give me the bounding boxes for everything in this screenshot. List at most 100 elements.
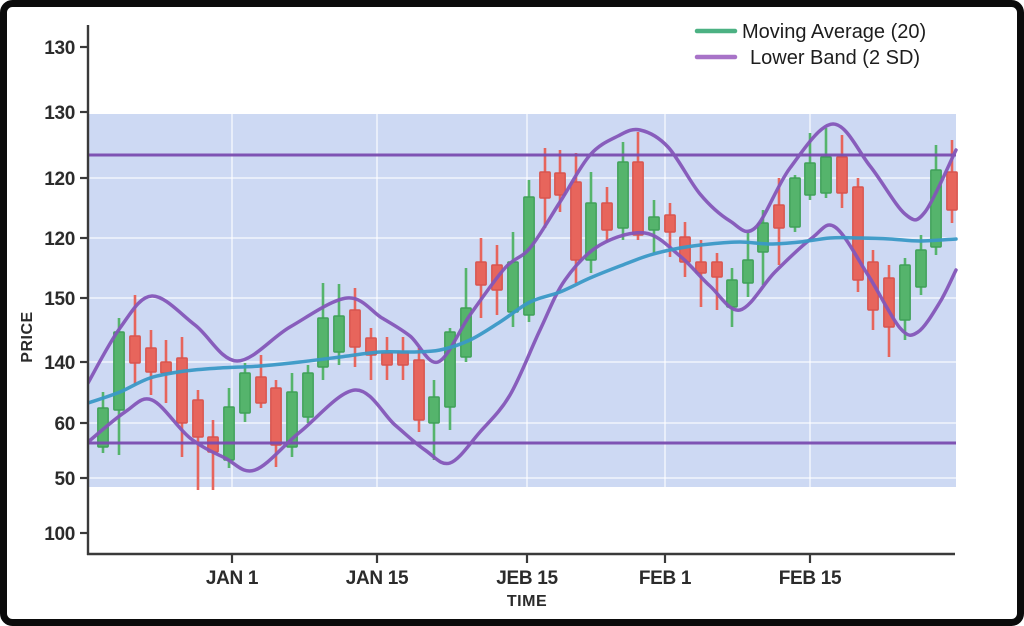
candle-body [804,162,816,196]
candle-body [302,372,314,418]
candle-body [570,181,582,261]
candle-body [129,335,141,364]
candle-body [789,177,801,228]
x-tick-label: JAN 1 [206,568,259,589]
candle-body [176,357,188,424]
candle-down [397,337,409,380]
candle-down [601,187,613,242]
candle-down [255,355,267,408]
candle-up [585,172,597,273]
y-tick-label: 60 [54,414,75,435]
candle-body [523,196,535,316]
candle-up [428,380,440,460]
candle-body [554,172,566,196]
candle-body [381,352,393,366]
candle-body [899,264,911,321]
candle-up [648,200,660,253]
candle-body [695,261,707,274]
y-tick-label: 140 [44,353,75,374]
candle-down [413,348,425,432]
candle-body [757,222,769,253]
candle-body [601,202,613,231]
candle-body [239,372,251,414]
candle-body [223,406,235,461]
candle-up [726,268,738,327]
legend: Moving Average (20) Lower Band (2 SD) [694,21,926,69]
candle-down [381,337,393,380]
candle-body [726,279,738,308]
candle-up [804,133,816,200]
y-tick-label: 120 [44,169,75,190]
candle-body [711,261,723,278]
y-tick-label: 100 [44,524,75,545]
candle-down [836,135,848,208]
candle-body [773,204,785,229]
y-tick-label: 150 [44,289,75,310]
candle-body [946,171,958,211]
candle-down [192,390,204,490]
candle-up [239,363,251,422]
candle-body [632,161,644,236]
candle-down [475,238,487,318]
candle-up [742,233,754,297]
candle-body [475,261,487,286]
candle-body [160,361,172,374]
candle-body [617,161,629,229]
candle-body [145,347,157,373]
y-tick-label: 50 [54,469,75,490]
y-tick-label: 130 [44,103,75,124]
candle-body [192,399,204,438]
candle-body [836,156,848,194]
candle-up [223,388,235,468]
candle-body [664,214,676,233]
y-axis-title: PRICE [19,311,36,362]
legend-label-lower-band: Lower Band (2 SD) [750,47,920,69]
x-tick-label: FEB 1 [639,568,692,589]
candle-down [852,178,864,292]
candle-down [711,253,723,310]
candle-down [145,330,157,395]
legend-label-moving-average: Moving Average (20) [742,21,926,43]
x-tick-label: JAN 15 [346,568,409,589]
candle-body [585,202,597,261]
candle-up [617,142,629,240]
candle-up [333,284,345,365]
candle-body [915,249,927,288]
candle-body [317,317,329,368]
candle-body [507,261,519,313]
candle-body [428,396,440,424]
candle-down [632,132,644,240]
candle-down [695,240,707,307]
candle-down [539,148,551,228]
plot-lines-layer [88,122,958,490]
candle-body [286,391,298,448]
candle-body [413,359,425,421]
candle-up [302,365,314,423]
candle-body [113,331,125,411]
candle-down [773,178,785,265]
series-moving-average-20- [88,235,958,405]
candle-body [742,259,754,284]
series-lower-band-2-sd- [88,223,958,473]
candle-up [899,258,911,340]
y-tick-label: 130 [44,38,75,59]
candle-body [397,351,409,366]
candle-body [270,387,282,446]
axes-layer: 130 130 120 120 150 140 60 50 100 JAN 1 JAN 15 JEB … [44,25,955,589]
candle-up [789,175,801,232]
plot-background-layer [88,25,956,554]
candle-body [820,156,832,194]
candle-body [333,315,345,353]
candle-body [648,216,660,231]
candle-body [255,376,267,404]
x-axis-title: TIME [507,593,547,610]
candle-up [915,235,927,295]
y-tick-label: 120 [44,229,75,250]
x-tick-label: FEB 15 [779,568,842,589]
candle-down [176,337,188,457]
x-tick-label: JEB 15 [496,568,558,589]
candle-body [365,337,377,356]
